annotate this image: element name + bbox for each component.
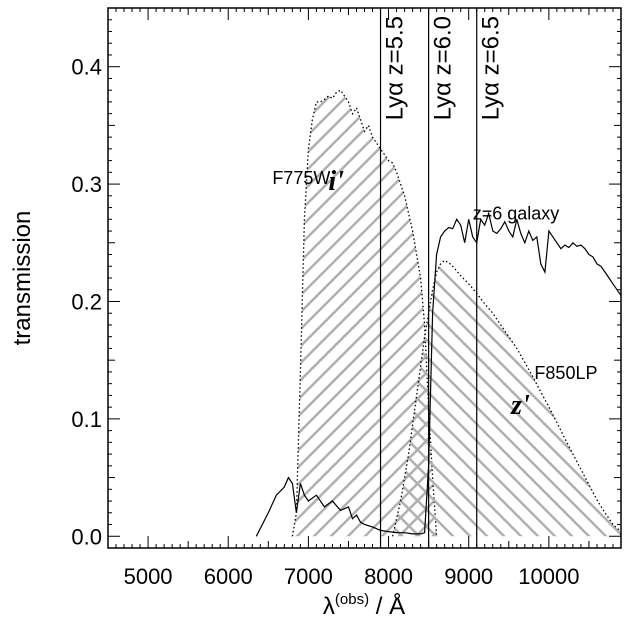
x-tick-label: 7000 bbox=[284, 564, 333, 589]
annotation-z: z' bbox=[510, 390, 530, 421]
y-tick-label: 0.1 bbox=[71, 407, 102, 432]
series-z-6-galaxy-line bbox=[255, 211, 621, 537]
annotation-i: i' bbox=[328, 166, 344, 197]
x-tick-label: 8000 bbox=[364, 564, 413, 589]
y-axis-label: transmission bbox=[9, 211, 36, 346]
y-tick-label: 0.4 bbox=[71, 55, 102, 80]
x-tick-label: 10000 bbox=[518, 564, 579, 589]
series-z-area bbox=[392, 260, 621, 537]
y-tick-label: 0.0 bbox=[71, 524, 102, 549]
vline-label-3: Lyα z=6.5 bbox=[478, 16, 505, 120]
x-axis-label-superscript: (obs) bbox=[335, 591, 369, 608]
series-i-line bbox=[291, 89, 438, 537]
vline-layer: Lyα z=5.5 Lyα z=6.0 Lyα z=6.5 bbox=[379, 8, 505, 548]
y-tick-label: 0.3 bbox=[71, 172, 102, 197]
x-axis-label: λ(obs) / Å bbox=[323, 591, 405, 620]
series-layer bbox=[255, 89, 621, 537]
vline-label-2: Lyα z=6.0 bbox=[430, 16, 457, 120]
x-tick-label: 5000 bbox=[124, 564, 173, 589]
annotation-f850lp: F850LP bbox=[534, 363, 597, 383]
vline-label-1: Lyα z=5.5 bbox=[382, 16, 409, 120]
annotation-z-6-galaxy: z=6 galaxy bbox=[473, 203, 560, 223]
annotation-f775w: F775W bbox=[272, 168, 330, 188]
x-tick-label: 9000 bbox=[444, 564, 493, 589]
axis-ticks: 5000 6000 7000 8000 9000 10000 0.0 0.1 0.2 0.3 0.4 bbox=[71, 8, 622, 589]
x-axis-label-unit: / Å bbox=[369, 592, 405, 620]
series-i-area bbox=[292, 90, 437, 537]
y-tick-label: 0.2 bbox=[71, 289, 102, 314]
x-axis-label-symbol: λ bbox=[323, 593, 335, 620]
x-tick-label: 6000 bbox=[204, 564, 253, 589]
